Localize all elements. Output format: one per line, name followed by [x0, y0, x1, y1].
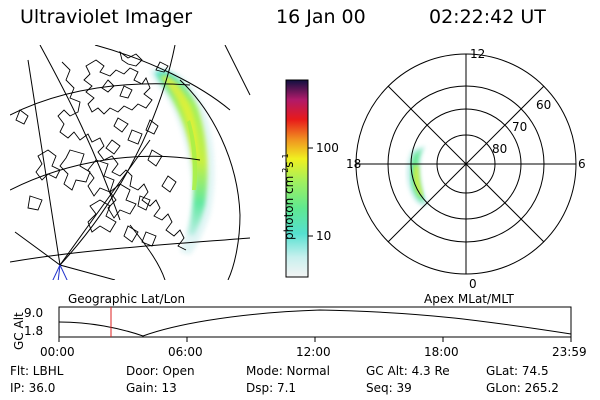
x-tick-0000: 00:00: [40, 345, 75, 359]
y-tick-9: 9.0: [24, 306, 44, 320]
x-axis-ticks: [58, 337, 572, 342]
x-tick-2359: 23:59: [552, 345, 587, 359]
instrument-title: Ultraviolet Imager: [20, 6, 193, 28]
altitude-plot: [58, 306, 572, 342]
mlt-label-6: 6: [578, 157, 586, 171]
ip-info: IP: 36.0: [10, 381, 56, 395]
colorbar-label-100: 100: [316, 141, 339, 155]
mlt-label-0: 0: [469, 277, 477, 291]
seq-info: Seq: 39: [366, 381, 412, 395]
mlat-label-80: 80: [492, 142, 508, 156]
apex-label: Apex MLat/MLT: [424, 292, 514, 306]
mlat-label-70: 70: [512, 120, 528, 134]
colorbar-unit-label: photon cm-2s-1: [281, 153, 296, 240]
x-tick-1800: 18:00: [424, 345, 459, 359]
door-info: Door: Open: [126, 364, 195, 378]
dsp-info: Dsp: 7.1: [246, 381, 297, 395]
colorbar-label-10: 10: [316, 229, 332, 243]
glon-info: GLon: 265.2: [486, 381, 559, 395]
filter-info: Flt: LBHL: [10, 364, 64, 378]
polar-plot: [355, 53, 577, 275]
aurora-arc-left: [150, 68, 215, 256]
subsatellite-marker: [52, 264, 68, 280]
x-tick-1200: 12:00: [296, 345, 331, 359]
gc-alt-info: GC Alt: 4.3 Re: [366, 364, 450, 378]
time-label: 02:22:42 UT: [429, 6, 546, 28]
glat-info: GLat: 74.5: [486, 364, 549, 378]
aurora-arc-right: [407, 146, 428, 207]
geographic-map: [10, 45, 251, 280]
y-tick-1-8: 1.8: [24, 324, 44, 338]
coastlines: [15, 50, 187, 251]
mlt-label-12: 12: [470, 47, 486, 61]
date-label: 16 Jan 00: [276, 6, 366, 28]
altitude-curve: [58, 309, 572, 337]
mlt-label-18: 18: [346, 157, 362, 171]
gain-info: Gain: 13: [126, 381, 177, 395]
x-tick-0600: 06:00: [168, 345, 203, 359]
geographic-label: Geographic Lat/Lon: [68, 292, 186, 306]
mlat-label-60: 60: [536, 98, 552, 112]
graticule: [10, 45, 251, 280]
mode-info: Mode: Normal: [246, 364, 330, 378]
colorbar: [285, 79, 309, 278]
